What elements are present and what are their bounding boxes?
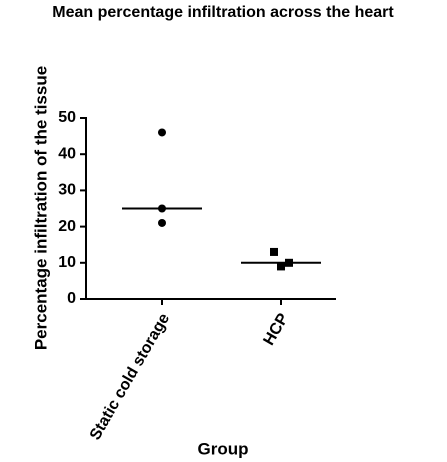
point [277,262,285,271]
y-axis-label: Percentage infiltration of the tissue [31,66,50,350]
point [158,218,166,227]
y-tick-label: 20 [58,218,76,235]
y-tick-label: 40 [58,145,76,162]
y-tick-label: 0 [67,290,76,307]
chart-title: Mean percentage infiltration across the … [52,4,394,21]
point [158,204,166,213]
x-tick-label: Static cold storage [87,311,173,444]
x-tick-label: HCP [261,310,293,348]
x-axis-label: Group [198,439,249,458]
y-tick-label: 30 [58,182,76,199]
point [270,247,278,256]
y-tick-label: 10 [58,254,76,271]
y-tick-label: 50 [58,109,76,126]
point [285,258,293,267]
point [158,128,166,137]
